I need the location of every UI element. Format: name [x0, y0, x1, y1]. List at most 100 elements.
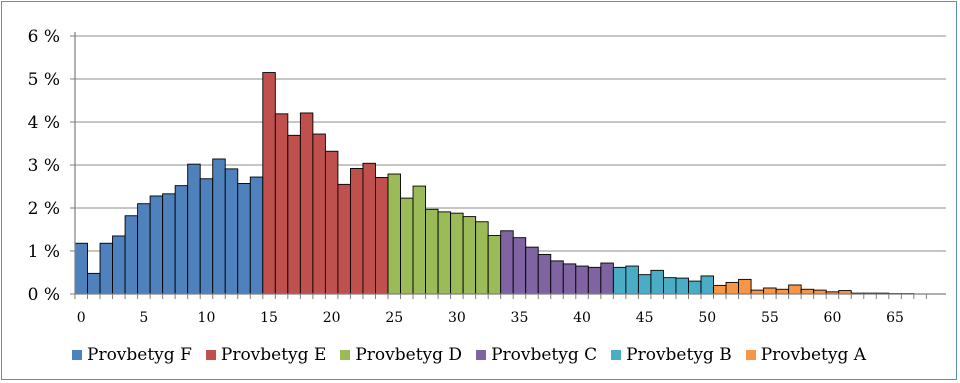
legend-swatch [611, 350, 622, 360]
x-tick-label: 10 [198, 310, 216, 326]
y-tick-label: 4 % [28, 113, 60, 133]
bar [500, 230, 514, 295]
bar [112, 235, 126, 295]
bar [400, 197, 414, 295]
bar [274, 113, 289, 295]
legend-swatch [205, 350, 216, 360]
bar [662, 277, 677, 295]
legend-label: Provbetyg D [355, 345, 463, 365]
x-tick-label: 0 [77, 310, 86, 326]
bar [525, 246, 539, 295]
bar [87, 272, 101, 295]
bar [600, 262, 614, 295]
legend-swatch [72, 350, 82, 360]
x-tick-label: 20 [323, 310, 341, 326]
bar [738, 278, 752, 295]
bar [124, 215, 139, 295]
bar [763, 287, 777, 295]
bar [650, 269, 664, 295]
x-tick-label: 30 [448, 310, 466, 326]
bar [537, 253, 552, 295]
bar [287, 134, 301, 295]
x-tick-label: 50 [698, 310, 716, 326]
y-tick-label: 6 % [28, 27, 60, 47]
legend-label: Provbetyg B [626, 345, 732, 365]
legend-swatch [340, 350, 351, 360]
bar [412, 185, 427, 295]
bar [587, 266, 602, 295]
bar [637, 274, 652, 295]
legend-item: Provbetyg A [745, 345, 867, 365]
bar [788, 284, 802, 295]
bar [625, 265, 639, 295]
y-tick-label: 1 % [28, 242, 60, 262]
bar [299, 112, 314, 295]
bar [450, 212, 464, 295]
bar [312, 133, 326, 295]
bar [562, 263, 577, 295]
legend-label: Provbetyg F [87, 345, 192, 365]
x-tick-label: 25 [385, 310, 403, 326]
bar [324, 150, 339, 295]
bar [775, 288, 790, 295]
y-tick-label: 3 % [28, 156, 60, 176]
bar [162, 193, 176, 295]
legend-item: Provbetyg F [72, 345, 192, 365]
bar [437, 211, 452, 295]
x-tick-label: 60 [824, 310, 842, 326]
bar [249, 176, 264, 295]
bar [224, 168, 239, 295]
legend-label: Provbetyg C [491, 345, 598, 365]
bar [237, 183, 251, 295]
bar [475, 221, 489, 295]
legend-label: Provbetyg A [760, 345, 867, 365]
bar [550, 260, 564, 295]
legend-item: Provbetyg B [611, 345, 732, 365]
bar [337, 183, 351, 295]
bar [512, 237, 527, 295]
bar [174, 185, 189, 295]
legend-item: Provbetyg D [340, 345, 462, 365]
bar [688, 280, 702, 295]
bar [362, 162, 376, 295]
bar [675, 277, 689, 295]
bar [137, 203, 151, 295]
x-tick-label: 5 [139, 310, 148, 326]
legend-swatch [745, 350, 756, 360]
bar [262, 72, 276, 295]
bar [612, 266, 627, 295]
bar [74, 242, 88, 295]
y-tick-label: 2 % [28, 199, 60, 219]
bar [349, 167, 364, 295]
bar [713, 284, 727, 295]
bar [199, 178, 214, 295]
bar [387, 173, 401, 295]
bar [725, 281, 740, 295]
bar [700, 275, 714, 295]
x-tick-label: 35 [511, 310, 529, 326]
legend-swatch [476, 350, 487, 360]
bar [462, 216, 477, 295]
bar [487, 235, 502, 295]
legend-label: Provbetyg E [220, 345, 327, 365]
legend: Provbetyg F Provbetyg E Provbetyg D Provbet… [72, 343, 880, 367]
x-tick-label: 40 [573, 310, 591, 326]
bar [149, 195, 164, 295]
y-tick-label: 5 % [28, 70, 60, 90]
x-tick-label: 45 [636, 310, 654, 326]
bar [375, 177, 389, 295]
legend-item: Provbetyg C [476, 345, 597, 365]
x-tick-label: 65 [886, 310, 904, 326]
bar [212, 158, 226, 295]
x-tick-label: 15 [260, 310, 278, 326]
bar [800, 288, 815, 295]
bar [575, 265, 589, 295]
bar [425, 208, 439, 295]
bar [187, 163, 201, 295]
y-tick-label: 0 % [28, 285, 60, 305]
x-tick-label: 55 [761, 310, 779, 326]
legend-item: Provbetyg E [205, 345, 327, 365]
bar [99, 242, 114, 295]
